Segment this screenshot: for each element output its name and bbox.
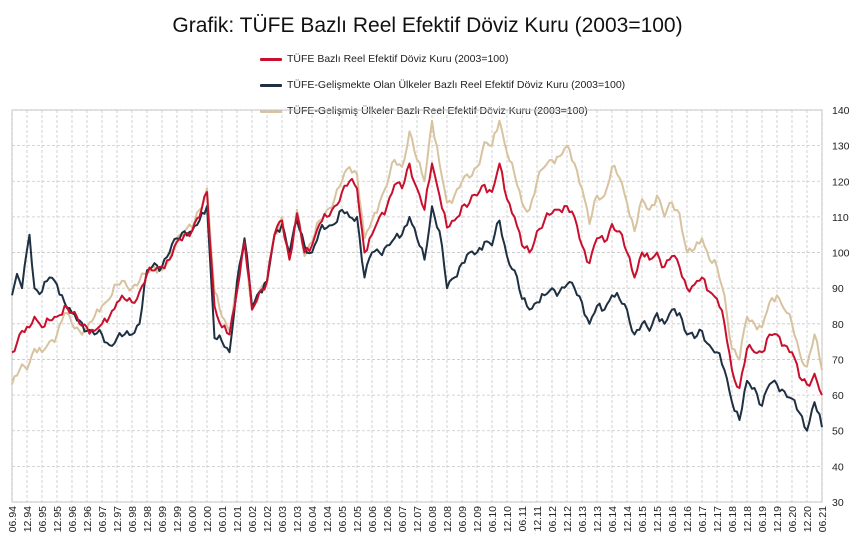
x-tick-label: 06.09: [457, 506, 469, 532]
x-tick-label: 12.98: [142, 506, 154, 532]
x-tick-label: 12.94: [22, 506, 34, 532]
legend-item-gelismekte: TÜFE-Gelişmekte Olan Ülkeler Bazlı Reel …: [260, 72, 625, 98]
y-tick-label: 80: [832, 319, 844, 331]
x-tick-label: 12.99: [172, 506, 184, 532]
x-tick-label: 06.19: [757, 506, 769, 532]
x-tick-label: 06.07: [397, 506, 409, 532]
x-tick-label: 06.21: [817, 506, 829, 532]
legend-swatch-gelismekte: [260, 83, 282, 87]
y-tick-label: 90: [832, 283, 844, 295]
y-tick-label: 140: [832, 105, 850, 117]
legend-label-gelismis: TÜFE-Gelişmiş Ülkeler Bazlı Reel Efektif…: [287, 105, 588, 117]
x-tick-label: 06.16: [667, 506, 679, 532]
x-tick-label: 06.12: [547, 506, 559, 532]
series-line-1: [11, 205, 823, 432]
x-tick-label: 12.04: [322, 506, 334, 532]
x-tick-label: 12.01: [232, 506, 244, 532]
x-tick-label: 12.17: [712, 506, 724, 532]
legend-swatch-tufe: [260, 57, 282, 61]
series-line-0: [11, 162, 823, 396]
y-tick-label: 130: [832, 141, 850, 153]
y-tick-label: 50: [832, 426, 844, 438]
x-tick-label: 12.05: [352, 506, 364, 532]
x-tick-label: 06.04: [307, 506, 319, 532]
x-tick-label: 12.97: [112, 506, 124, 532]
x-tick-label: 12.00: [202, 506, 214, 532]
x-tick-label: 12.10: [502, 506, 514, 532]
x-tick-label: 12.19: [772, 506, 784, 532]
x-tick-label: 12.20: [802, 506, 814, 532]
legend-item-gelismis: TÜFE-Gelişmiş Ülkeler Bazlı Reel Efektif…: [260, 98, 625, 124]
x-tick-label: 06.98: [127, 506, 139, 532]
x-tick-label: 06.20: [787, 506, 799, 532]
x-tick-label: 12.13: [592, 506, 604, 532]
x-tick-label: 12.03: [292, 506, 304, 532]
x-tick-label: 06.15: [637, 506, 649, 532]
x-tick-label: 06.02: [247, 506, 259, 532]
x-tick-label: 12.09: [472, 506, 484, 532]
x-tick-label: 06.94: [7, 506, 19, 532]
x-tick-label: 12.02: [262, 506, 274, 532]
x-tick-label: 12.06: [382, 506, 394, 532]
x-tick-label: 12.95: [52, 506, 64, 532]
y-tick-label: 30: [832, 497, 844, 509]
x-tick-label: 12.14: [622, 506, 634, 532]
x-tick-label: 12.07: [412, 506, 424, 532]
x-tick-label: 06.08: [427, 506, 439, 532]
legend-label-tufe: TÜFE Bazlı Reel Efektif Döviz Kuru (2003…: [287, 53, 509, 65]
x-tick-label: 12.11: [532, 506, 544, 532]
x-tick-label: 12.96: [82, 506, 94, 532]
x-tick-label: 12.18: [742, 506, 754, 532]
x-tick-label: 06.01: [217, 506, 229, 532]
legend: TÜFE Bazlı Reel Efektif Döviz Kuru (2003…: [260, 46, 625, 124]
x-tick-label: 06.06: [367, 506, 379, 532]
legend-swatch-gelismis: [260, 109, 282, 113]
x-tick-label: 06.97: [97, 506, 109, 532]
x-tick-label: 06.96: [67, 506, 79, 532]
y-tick-label: 120: [832, 176, 850, 188]
x-tick-label: 06.95: [37, 506, 49, 532]
x-tick-label: 12.15: [652, 506, 664, 532]
legend-label-gelismekte: TÜFE-Gelişmekte Olan Ülkeler Bazlı Reel …: [287, 79, 626, 91]
x-tick-label: 06.00: [187, 506, 199, 532]
x-tick-label: 06.11: [517, 506, 529, 532]
x-tick-label: 06.05: [337, 506, 349, 532]
x-tick-label: 12.12: [562, 506, 574, 532]
y-tick-label: 100: [832, 248, 850, 260]
y-tick-label: 110: [832, 212, 849, 224]
x-tick-label: 06.14: [607, 506, 619, 532]
y-tick-label: 40: [832, 461, 844, 473]
x-tick-label: 06.17: [697, 506, 709, 532]
y-tick-label: 60: [832, 390, 844, 402]
x-tick-label: 06.18: [727, 506, 739, 532]
series-layer: [11, 119, 823, 432]
chart-title: Grafik: TÜFE Bazlı Reel Efektif Döviz Ku…: [172, 14, 683, 37]
x-tick-label: 06.03: [277, 506, 289, 532]
y-tick-label: 70: [832, 354, 844, 366]
x-tick-label: 06.10: [487, 506, 499, 532]
x-tick-label: 12.08: [442, 506, 454, 532]
x-tick-label: 06.13: [577, 506, 589, 532]
x-tick-label: 12.16: [682, 506, 694, 532]
x-tick-label: 06.99: [157, 506, 169, 532]
legend-item-tufe: TÜFE Bazlı Reel Efektif Döviz Kuru (2003…: [260, 46, 625, 72]
grid-layer: [11, 109, 823, 503]
